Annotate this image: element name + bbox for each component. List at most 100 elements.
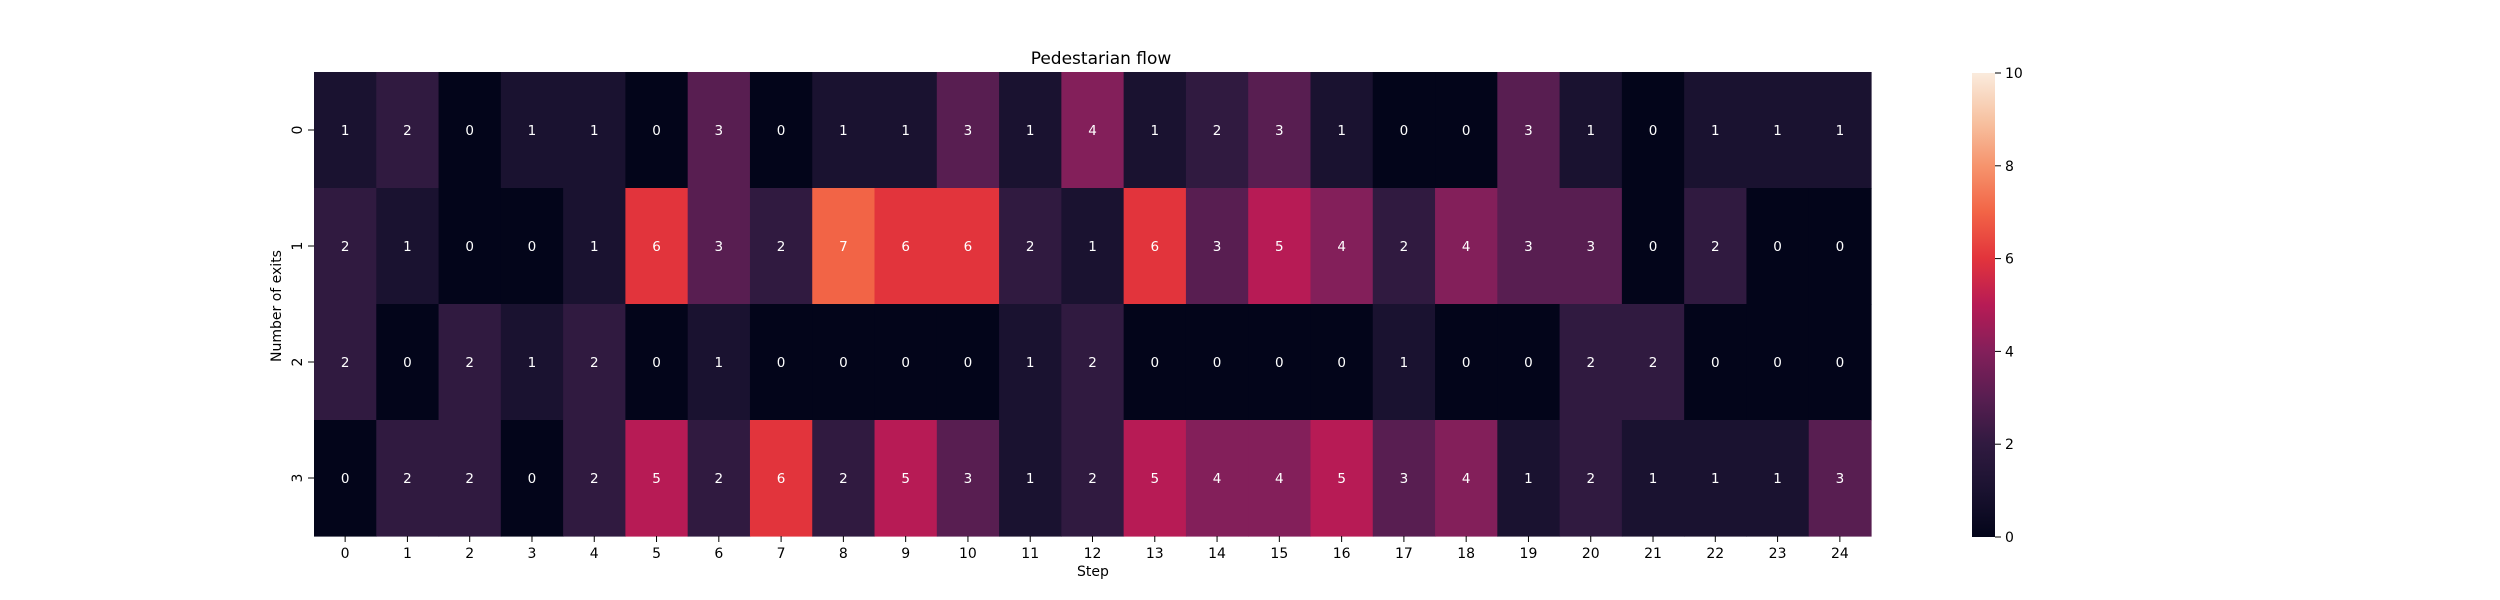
heatmap-cell-label: 4 [1337, 239, 1346, 255]
heatmap-cell-label: 0 [1649, 123, 1658, 139]
heatmap-cell-label: 1 [1088, 239, 1097, 255]
heatmap-cell-label: 0 [652, 355, 661, 371]
x-tick-label: 18 [1457, 546, 1475, 562]
heatmap-cell-label: 0 [777, 355, 786, 371]
heatmap-cell-label: 0 [403, 355, 412, 371]
heatmap-cell-label: 0 [964, 355, 973, 371]
heatmap-cell-label: 1 [590, 239, 599, 255]
x-tick-label: 11 [1021, 546, 1039, 562]
heatmap-cell-label: 0 [1836, 239, 1845, 255]
heatmap-cell-label: 1 [1337, 123, 1346, 139]
x-tick-label: 1 [403, 546, 412, 562]
heatmap-cell-label: 0 [1773, 355, 1782, 371]
heatmap-cell-label: 0 [1462, 123, 1471, 139]
colorbar-tick-label: 8 [2005, 159, 2014, 175]
heatmap-cell-label: 0 [1150, 355, 1159, 371]
heatmap-cell-label: 1 [341, 123, 350, 139]
heatmap-cell-label: 1 [528, 123, 537, 139]
heatmap-cell-label: 3 [964, 471, 973, 487]
x-tick-label: 20 [1582, 546, 1600, 562]
heatmap-cell-label: 2 [1088, 355, 1097, 371]
heatmap-cell-label: 5 [901, 471, 910, 487]
heatmap-cell-label: 0 [1773, 239, 1782, 255]
x-tick-label: 22 [1706, 546, 1724, 562]
x-tick-label: 23 [1769, 546, 1787, 562]
x-tick-label: 13 [1146, 546, 1164, 562]
x-tick-label: 21 [1644, 546, 1662, 562]
heatmap-cell-label: 1 [403, 239, 412, 255]
y-axis-ticks: 0123 [290, 126, 314, 483]
heatmap-cell-label: 2 [839, 471, 848, 487]
x-tick-label: 10 [959, 546, 977, 562]
y-tick-label: 3 [290, 474, 306, 483]
x-tick-label: 17 [1395, 546, 1413, 562]
heatmap-cell-label: 0 [901, 355, 910, 371]
x-tick-label: 16 [1333, 546, 1351, 562]
heatmap-cell-label: 1 [1836, 123, 1845, 139]
heatmap-cell-label: 1 [715, 355, 724, 371]
y-tick-label: 2 [290, 358, 306, 367]
heatmap-cell-label: 2 [590, 355, 599, 371]
heatmap-cell-label: 2 [1088, 471, 1097, 487]
heatmap-cell-label: 2 [1213, 123, 1222, 139]
heatmap-cell-label: 2 [1586, 471, 1595, 487]
heatmap-cell-label: 0 [528, 471, 537, 487]
y-tick-label: 1 [290, 242, 306, 251]
heatmap-cell-label: 2 [1026, 239, 1035, 255]
heatmap-cell-label: 3 [1213, 239, 1222, 255]
colorbar-tick-label: 4 [2005, 344, 2014, 360]
heatmap-cell-label: 7 [839, 239, 848, 255]
heatmap-cell-label: 1 [839, 123, 848, 139]
heatmap-cell-label: 1 [1773, 471, 1782, 487]
heatmap-cell-label: 1 [1586, 123, 1595, 139]
chart-title: Pedestarian flow [1031, 49, 1172, 69]
x-tick-label: 7 [777, 546, 786, 562]
heatmap-cell-label: 0 [465, 123, 474, 139]
heatmap-cell-label: 3 [1524, 239, 1533, 255]
x-tick-label: 14 [1208, 546, 1226, 562]
heatmap-cell-label: 0 [1524, 355, 1533, 371]
heatmap-cell-label: 3 [715, 123, 724, 139]
heatmap-cell-label: 1 [1026, 123, 1035, 139]
x-tick-label: 6 [714, 546, 723, 562]
heatmap-cell-label: 6 [901, 239, 910, 255]
heatmap-cell-label: 3 [1836, 471, 1845, 487]
heatmap-cell-label: 6 [652, 239, 661, 255]
heatmap-cell-label: 1 [528, 355, 537, 371]
heatmap-cell-label: 0 [341, 471, 350, 487]
x-tick-label: 12 [1084, 546, 1102, 562]
colorbar-gradient [1972, 73, 1995, 537]
heatmap-cell-label: 6 [777, 471, 786, 487]
heatmap-cell-label: 2 [1400, 239, 1409, 255]
colorbar-tick-label: 10 [2005, 66, 2023, 82]
heatmap-cell-label: 2 [341, 239, 350, 255]
heatmap-cell-label: 5 [1150, 471, 1159, 487]
heatmap-cell-label: 4 [1462, 239, 1471, 255]
heatmap-cell-label: 3 [1400, 471, 1409, 487]
heatmap-cell-label: 1 [590, 123, 599, 139]
x-tick-label: 0 [341, 546, 350, 562]
heatmap-cell-label: 5 [1337, 471, 1346, 487]
heatmap-cell-label: 3 [964, 123, 973, 139]
heatmap-cell-label: 4 [1088, 123, 1097, 139]
heatmap-cell-label: 0 [1275, 355, 1284, 371]
heatmap-cell-label: 0 [1213, 355, 1222, 371]
heatmap-cell-label: 3 [1275, 123, 1284, 139]
heatmap-cell-label: 4 [1213, 471, 1222, 487]
heatmap-cell-label: 2 [1649, 355, 1658, 371]
heatmap-cell-label: 1 [1711, 123, 1720, 139]
heatmap-cell-label: 0 [465, 239, 474, 255]
heatmap-cell-label: 2 [403, 123, 412, 139]
heatmap-cell-label: 1 [1150, 123, 1159, 139]
heatmap-cell-label: 1 [1026, 355, 1035, 371]
heatmap-cell-label: 2 [590, 471, 599, 487]
x-tick-label: 24 [1831, 546, 1849, 562]
heatmap-cell-label: 2 [1711, 239, 1720, 255]
x-tick-label: 5 [652, 546, 661, 562]
heatmap-cell-label: 0 [652, 123, 661, 139]
heatmap-cell-label: 2 [465, 471, 474, 487]
heatmap-cell-label: 1 [901, 123, 910, 139]
heatmap-cell-label: 3 [715, 239, 724, 255]
heatmap-cells [314, 72, 1872, 537]
